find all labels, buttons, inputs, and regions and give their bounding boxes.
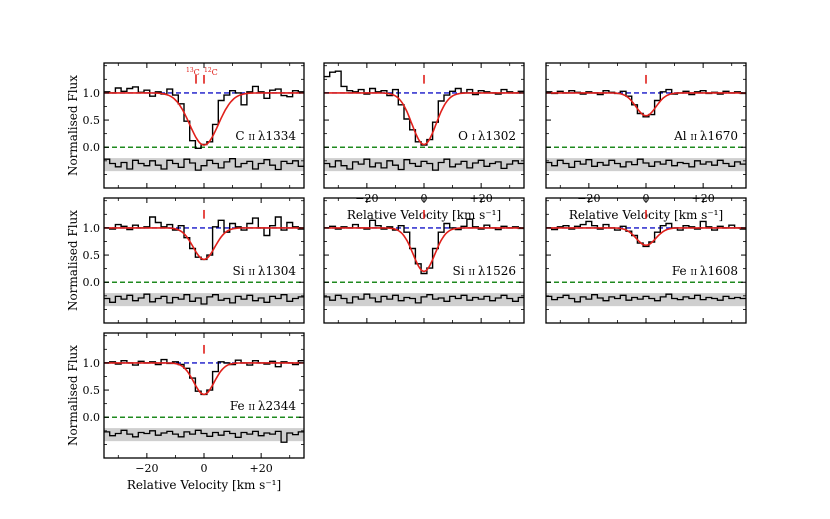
residual-band <box>324 158 524 172</box>
panel-label: Si II λ1304 <box>233 264 297 278</box>
y-tick-label: 0.5 <box>83 249 101 262</box>
panel-label: Si II λ1526 <box>453 264 516 278</box>
residual-band <box>104 293 304 307</box>
flux-spectrum <box>546 220 746 248</box>
isotope-label: 12C <box>204 67 218 77</box>
panel-label: C II λ1334 <box>235 129 296 143</box>
y-tick-label: 0.5 <box>83 384 101 397</box>
model-fit <box>104 362 304 396</box>
residual-spectrum <box>324 293 524 304</box>
y-tick-label: 0.0 <box>83 141 101 154</box>
model-fit <box>546 92 746 117</box>
isotope-label: 13C <box>186 67 200 77</box>
residual-band <box>324 293 524 307</box>
panel-plot-area <box>104 358 304 443</box>
y-tick-label: 1.0 <box>83 87 101 100</box>
residual-spectrum <box>546 158 746 168</box>
panel-5: Si II λ1526 <box>323 197 525 324</box>
panel-plot-area <box>546 88 746 172</box>
panel-label: O I λ1302 <box>458 129 516 143</box>
residual-spectrum <box>104 158 304 171</box>
panel-plot-area <box>324 70 524 172</box>
panel-label: Fe II λ1608 <box>672 264 738 278</box>
y-tick-label: 0.0 <box>83 411 101 424</box>
y-tick-label: 1.0 <box>83 357 101 370</box>
residual-spectrum <box>324 158 524 171</box>
panel-label: Al II λ1670 <box>673 129 738 143</box>
y-axis-title: Normalised Flux <box>66 345 80 446</box>
y-tick-label: 1.0 <box>83 222 101 235</box>
flux-spectrum <box>324 218 524 275</box>
model-fit <box>546 227 746 247</box>
residual-spectrum <box>546 293 746 303</box>
x-tick-label: +20 <box>250 462 273 475</box>
panel-plot-area <box>104 85 304 172</box>
model-fit <box>104 92 304 146</box>
flux-spectrum <box>104 358 304 396</box>
y-axis-title: Normalised Flux <box>66 210 80 311</box>
panel-label: Fe II λ2344 <box>230 399 297 413</box>
panel-plot-area <box>104 216 304 307</box>
flux-spectrum <box>104 216 304 261</box>
panel-plot-area <box>324 218 524 307</box>
y-tick-label: 0.5 <box>83 114 101 127</box>
model-fit <box>324 227 524 273</box>
panel-plot-area <box>546 220 746 307</box>
panel-6: Fe II λ1608 <box>545 197 747 324</box>
residual-spectrum <box>104 429 304 443</box>
model-fit <box>104 227 304 261</box>
model-fit <box>324 92 524 146</box>
residual-band <box>546 293 746 307</box>
x-tick-label: 0 <box>201 462 208 475</box>
x-tick-label: −20 <box>135 462 158 475</box>
y-tick-label: 0.0 <box>83 276 101 289</box>
y-axis-title: Normalised Flux <box>66 75 80 176</box>
x-axis-title: Relative Velocity [km s⁻¹] <box>127 478 281 492</box>
residual-spectrum <box>104 293 304 305</box>
